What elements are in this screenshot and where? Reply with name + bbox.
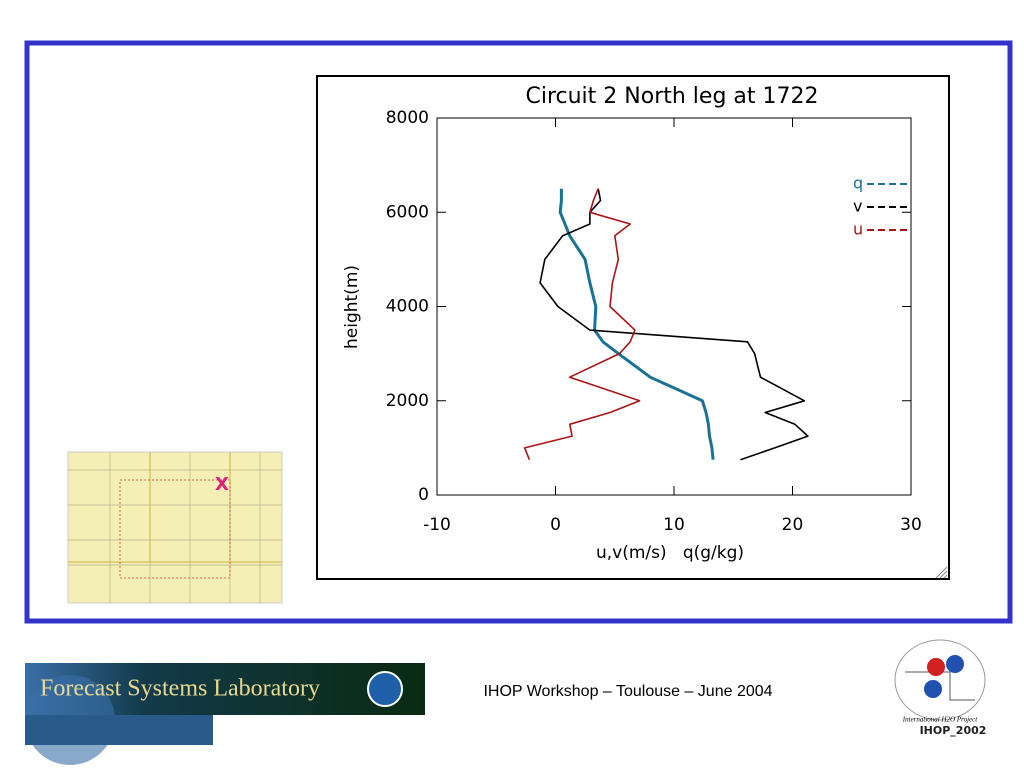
slide-frame bbox=[24, 40, 1013, 624]
x-tick-label: 0 bbox=[550, 515, 561, 535]
x-tick-label: 30 bbox=[900, 515, 922, 535]
x-axis-label: u,v(m/s) q(g/kg) bbox=[596, 543, 744, 563]
y-tick-label: 8000 bbox=[386, 108, 429, 128]
y-tick-label: 6000 bbox=[386, 202, 429, 222]
globe-base bbox=[25, 715, 213, 745]
map-marker: X bbox=[215, 474, 229, 495]
series-line bbox=[558, 188, 715, 460]
x-tick-label: 20 bbox=[782, 515, 804, 535]
series-line bbox=[523, 188, 641, 460]
y-axis-label: height(m) bbox=[342, 265, 362, 349]
ihop-name: IHOP_2002 bbox=[920, 724, 987, 737]
y-tick-label: 4000 bbox=[386, 297, 429, 317]
x-tick-label: -10 bbox=[423, 515, 451, 535]
legend-label: v bbox=[853, 197, 862, 216]
noaa-emblem bbox=[367, 671, 403, 707]
series-line bbox=[539, 188, 809, 461]
ihop-subtitle: International H2O Project bbox=[902, 716, 978, 724]
chart-title: Circuit 2 North leg at 1722 bbox=[525, 84, 818, 109]
legend-label: q bbox=[853, 174, 863, 193]
x-tick-label: 10 bbox=[663, 515, 685, 535]
footer-text: IHOP Workshop – Toulouse – June 2004 bbox=[483, 683, 772, 700]
map-thumbnail: X bbox=[67, 451, 283, 604]
resize-grip bbox=[935, 566, 948, 579]
y-tick-label: 2000 bbox=[386, 391, 429, 411]
ihop-logo: International H2O Project IHOP_2002 bbox=[894, 639, 987, 737]
lab-logo-text: Forecast Systems Laboratory bbox=[40, 676, 320, 702]
y-tick-label: 0 bbox=[418, 485, 429, 505]
legend-label: u bbox=[853, 220, 863, 239]
